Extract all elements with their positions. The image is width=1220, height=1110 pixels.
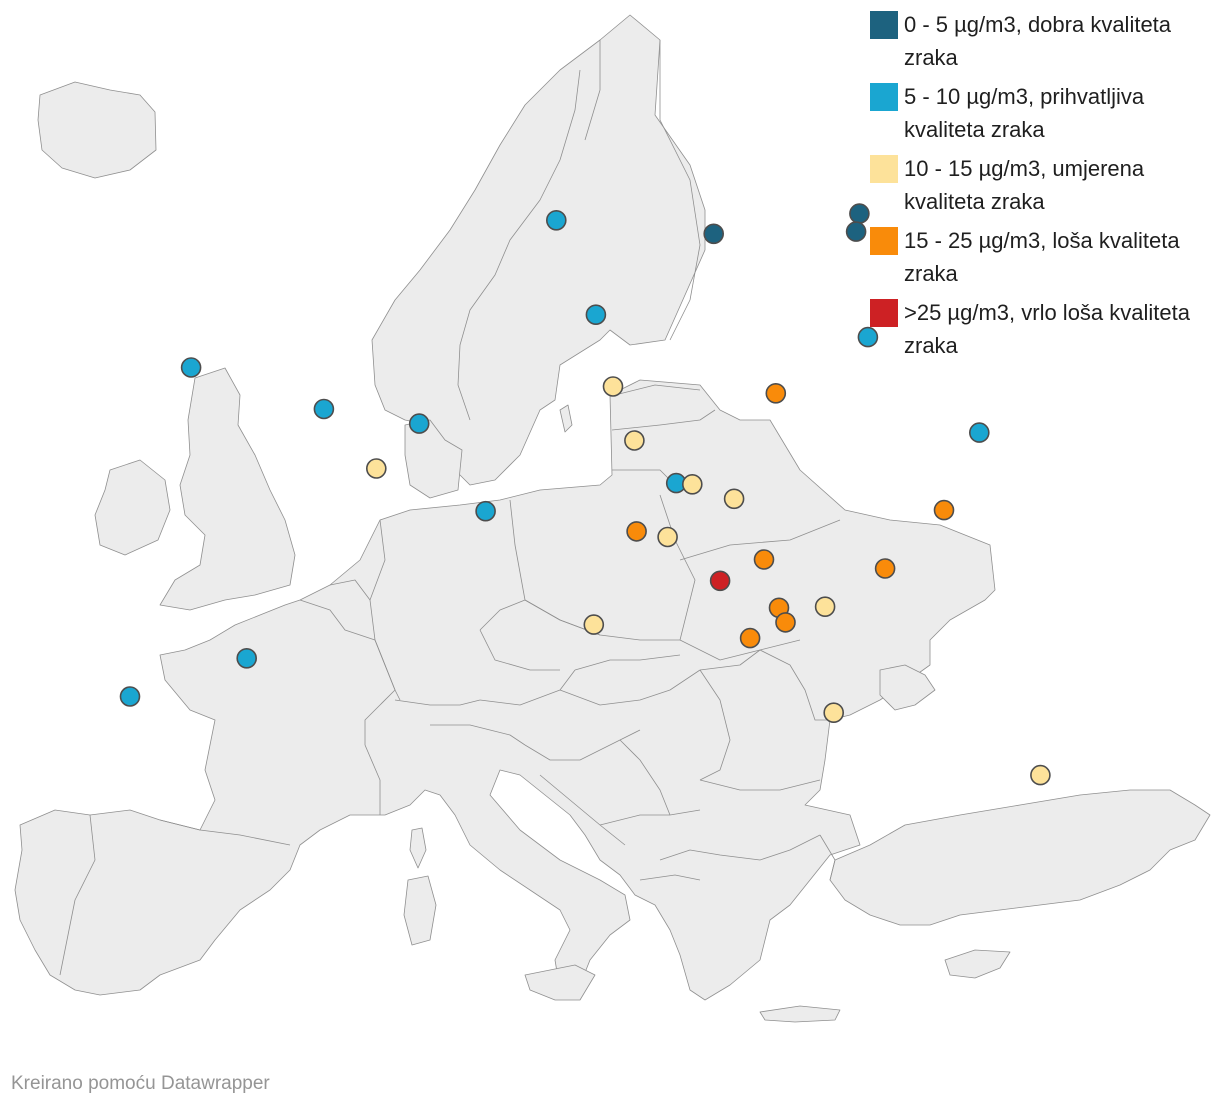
city-marker-oslo[interactable] [545, 210, 567, 231]
city-marker-madrid[interactable] [236, 647, 257, 669]
landmass-denmark [404, 419, 463, 499]
legend-item-very-poor: >25 µg/m3, vrlo loša kvaliteta zraka [870, 297, 1215, 362]
landmass-crete [759, 1005, 841, 1023]
landmass-turkey [829, 789, 1211, 926]
city-marker-zagreb[interactable] [657, 526, 678, 548]
city-marker-budapest[interactable] [723, 488, 745, 510]
city-markers-layer [119, 203, 1051, 786]
legend-item-poor: 15 - 25 µg/m3, loša kvaliteta zraka [870, 225, 1215, 290]
legend-item-moderate: 10 - 15 µg/m3, umjerena kvaliteta zraka [870, 153, 1215, 218]
city-marker-bucharest[interactable] [874, 558, 896, 579]
landmass-ireland [94, 459, 171, 556]
landmass-iceland [37, 81, 157, 179]
city-marker-bratislava[interactable] [681, 473, 703, 495]
landmass-corsica [409, 827, 427, 869]
city-marker-tallinn[interactable] [845, 221, 867, 242]
city-marker-sarajevo[interactable] [709, 570, 731, 592]
legend-label: 15 - 25 µg/m3, loša kvaliteta zraka [904, 228, 1180, 286]
legend-swatch [870, 11, 898, 39]
legend-label: 10 - 15 µg/m3, umjerena kvaliteta zraka [904, 156, 1145, 214]
city-marker-ljubljana[interactable] [626, 521, 647, 542]
legend-item-acceptable: 5 - 10 µg/m3, prihvatljiva kvaliteta zra… [870, 81, 1215, 146]
city-marker-berlin[interactable] [602, 376, 624, 397]
legend-label: >25 µg/m3, vrlo loša kvaliteta zraka [904, 300, 1190, 358]
city-marker-dublin[interactable] [180, 357, 202, 378]
city-marker-stockholm[interactable] [703, 223, 725, 245]
city-marker-lisbon[interactable] [119, 686, 141, 707]
landmass-gotland [559, 404, 573, 433]
city-marker-vilnius[interactable] [857, 326, 879, 348]
city-marker-london[interactable] [313, 398, 335, 420]
legend-swatch [870, 155, 898, 183]
legend-swatch [870, 227, 898, 255]
city-marker-sofia[interactable] [814, 596, 836, 618]
city-marker-copenhagen[interactable] [585, 304, 607, 326]
city-marker-chisinau[interactable] [933, 499, 955, 521]
city-marker-paris[interactable] [365, 458, 387, 479]
city-marker-kyiv[interactable] [968, 422, 990, 443]
city-marker-athens[interactable] [823, 702, 845, 724]
city-marker-nicosia[interactable] [1030, 764, 1051, 786]
city-marker-brussels[interactable] [408, 413, 430, 434]
landmass-continent [14, 379, 996, 1001]
city-marker-helsinki[interactable] [849, 203, 870, 224]
country-borders [59, 40, 841, 976]
legend-label: 0 - 5 µg/m3, dobra kvaliteta zraka [904, 12, 1172, 70]
legend-item-good: 0 - 5 µg/m3, dobra kvaliteta zraka [870, 9, 1215, 74]
landmass-crimea [879, 664, 936, 711]
footer-credit: Kreirano pomoću Datawrapper [11, 1073, 270, 1094]
legend-label: 5 - 10 µg/m3, prihvatljiva kvaliteta zra… [904, 84, 1145, 142]
landmass-great-britain [159, 367, 296, 611]
city-marker-prague[interactable] [624, 430, 645, 451]
city-marker-skopje[interactable] [775, 612, 796, 633]
city-marker-belgrade[interactable] [753, 549, 775, 570]
city-marker-rome[interactable] [583, 614, 605, 635]
city-marker-bern[interactable] [475, 500, 496, 522]
legend-swatch [870, 299, 898, 327]
landmass-cyprus [944, 949, 1011, 979]
city-marker-tirana[interactable] [739, 627, 761, 649]
landmass-sicily [524, 964, 596, 1001]
landmass-sardinia [403, 875, 437, 946]
city-marker-warsaw[interactable] [765, 382, 787, 404]
europe-map [14, 14, 1211, 1023]
legend-swatch [870, 83, 898, 111]
land-masses [14, 14, 1211, 1023]
legend: 0 - 5 µg/m3, dobra kvaliteta zraka 5 - 1… [870, 9, 1215, 369]
